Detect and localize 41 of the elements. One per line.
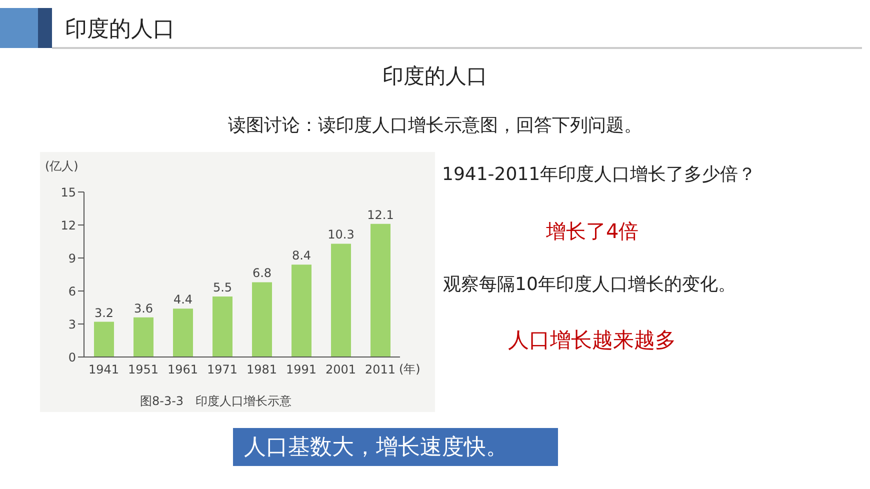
y-tick-label: 0: [68, 350, 76, 364]
y-tick-label: 12: [60, 218, 76, 232]
data-label: 3.6: [134, 301, 154, 316]
bar: [331, 244, 351, 357]
bar: [173, 308, 193, 357]
x-tick-label: 1971: [206, 362, 238, 377]
text: 人口增长越来越多: [508, 327, 676, 354]
x-tick-label: 2011: [364, 362, 396, 377]
data-label: 4.4: [173, 292, 193, 307]
bar: [134, 317, 154, 357]
data-label: 5.5: [212, 280, 232, 294]
text: 增长了4倍: [546, 218, 639, 245]
x-axis-title: (年): [399, 361, 420, 378]
data-label: 8.4: [292, 248, 312, 263]
y-tick-label: 3: [68, 317, 76, 332]
y-tick-label: 9: [68, 251, 76, 266]
data-label: 12.1: [367, 208, 394, 222]
x-tick-label: 1961: [167, 362, 198, 377]
x-tick-label: 1941: [88, 362, 120, 377]
chart-title: 印度的人口: [382, 63, 488, 90]
x-tick-label: 1991: [286, 362, 317, 377]
data-label: 10.3: [328, 228, 354, 242]
x-tick-label: 1981: [246, 362, 278, 377]
y-axis-title: (亿人): [45, 158, 78, 175]
y-tick-label: 15: [60, 185, 76, 200]
chart-subtitle: 读图讨论：读印度人口增长示意图，回答下列问题。: [227, 114, 643, 137]
x-tick-label: 2001: [325, 362, 356, 377]
text: 观察每隔10年印度人口增长的变化。: [443, 273, 736, 296]
text: 印度的人口: [65, 16, 175, 44]
bar: [252, 282, 272, 357]
caption: 图8-3-3 印度人口增长示意: [140, 393, 292, 410]
text: 1941-2011年印度人口增长了多少倍？: [442, 163, 756, 186]
x-tick-label: 1951: [128, 362, 159, 377]
data-label: 3.2: [94, 306, 114, 320]
bar: [212, 296, 232, 357]
y-tick-label: 6: [68, 284, 76, 298]
bar: [292, 264, 312, 357]
text: 人口基数大，增长速度快。: [244, 434, 508, 462]
bar: [94, 322, 114, 357]
bar: [370, 224, 390, 357]
data-label: 6.8: [252, 266, 272, 280]
